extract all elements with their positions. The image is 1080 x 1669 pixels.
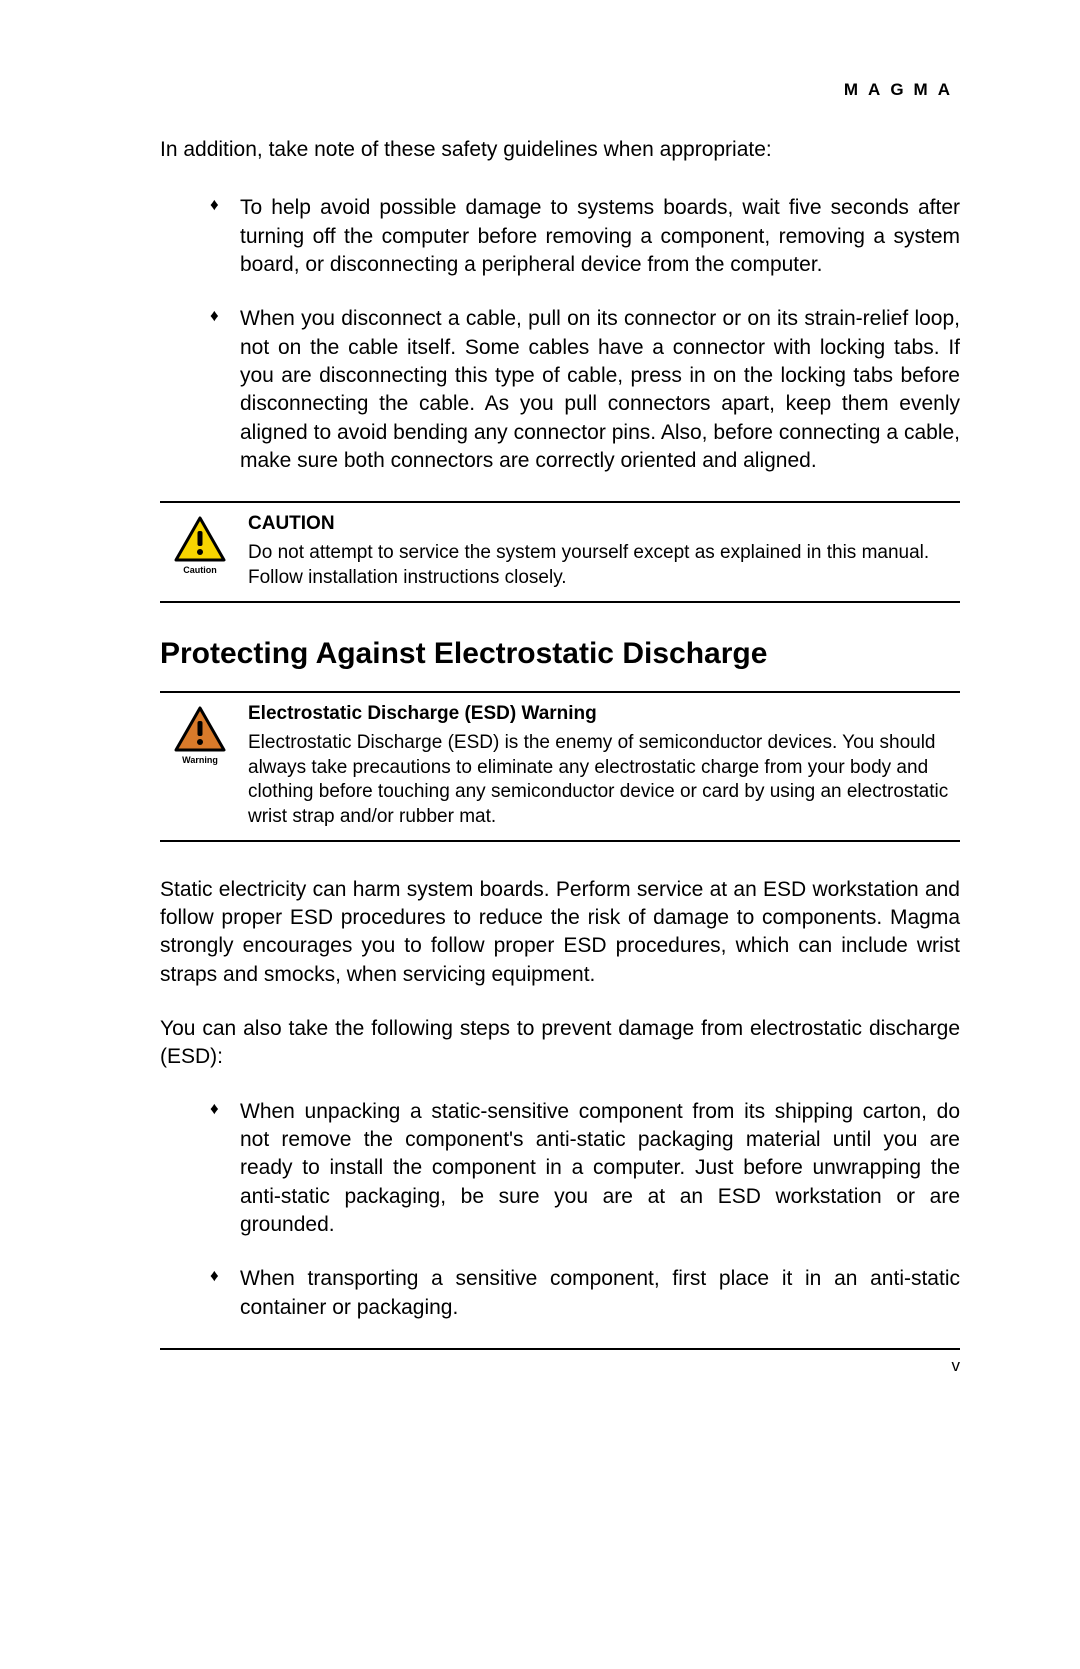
intro-paragraph: In addition, take note of these safety g…: [160, 136, 960, 164]
esd-section-heading: Protecting Against Electrostatic Dischar…: [160, 637, 960, 671]
esd-warning-title: Electrostatic Discharge (ESD) Warning: [248, 703, 960, 725]
list-item: When transporting a sensitive component,…: [160, 1265, 960, 1322]
esd-steps-bullets: When unpacking a static-sensitive compon…: [160, 1098, 960, 1322]
esd-warning-body: Electrostatic Discharge (ESD) Warning El…: [240, 703, 960, 830]
body-paragraph: Static electricity can harm system board…: [160, 876, 960, 989]
list-item: When you disconnect a cable, pull on its…: [160, 305, 960, 475]
body-paragraph: You can also take the following steps to…: [160, 1015, 960, 1072]
list-item: When unpacking a static-sensitive compon…: [160, 1098, 960, 1240]
esd-warning-text: Electrostatic Discharge (ESD) is the ene…: [248, 731, 960, 830]
warning-triangle-icon: [173, 705, 227, 753]
footer-rule: v: [160, 1348, 960, 1376]
list-item: To help avoid possible damage to systems…: [160, 194, 960, 279]
warning-icon-wrap: Warning: [160, 703, 240, 765]
caution-title: CAUTION: [248, 513, 960, 535]
caution-triangle-icon: [173, 515, 227, 563]
caution-body: CAUTION Do not attempt to service the sy…: [240, 513, 960, 590]
caution-callout: Caution CAUTION Do not attempt to servic…: [160, 501, 960, 602]
esd-warning-callout: Warning Electrostatic Discharge (ESD) Wa…: [160, 691, 960, 842]
caution-icon-label: Caution: [160, 565, 240, 575]
caution-icon-wrap: Caution: [160, 513, 240, 575]
brand-header: MAGMA: [160, 80, 960, 100]
document-page: MAGMA In addition, take note of these sa…: [0, 0, 1080, 1426]
warning-icon-label: Warning: [160, 755, 240, 765]
page-number: v: [952, 1356, 961, 1375]
safety-bullets-top: To help avoid possible damage to systems…: [160, 194, 960, 475]
caution-text: Do not attempt to service the system you…: [248, 541, 960, 590]
